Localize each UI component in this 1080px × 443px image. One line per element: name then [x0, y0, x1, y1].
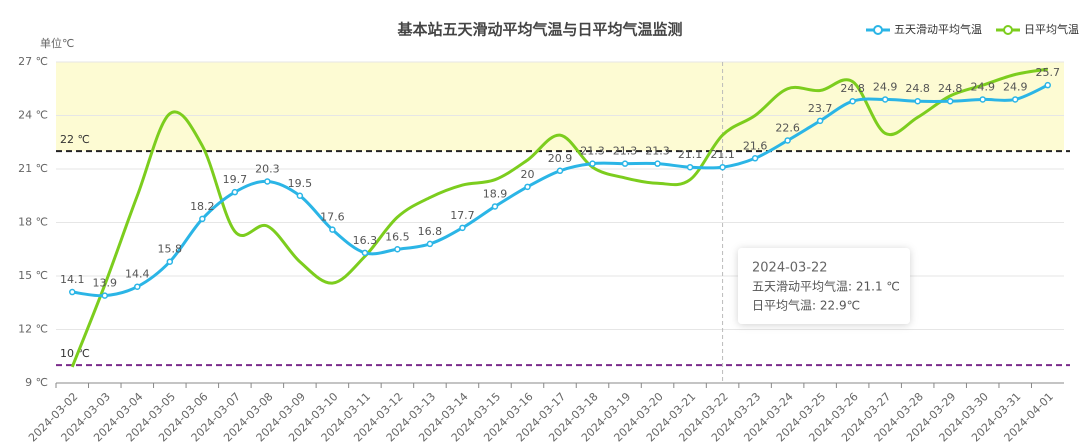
- data-label: 21.3: [613, 145, 638, 158]
- tooltip-title: 2024-03-22: [752, 261, 828, 276]
- data-label: 24.9: [1003, 80, 1028, 93]
- data-label: 16.3: [353, 234, 378, 247]
- data-point: [426, 240, 434, 248]
- data-label: 20: [520, 168, 534, 181]
- data-point: [134, 283, 141, 290]
- data-label: 21.3: [580, 145, 605, 158]
- data-point: [231, 188, 239, 196]
- y-axis-name: 单位℃: [40, 36, 74, 50]
- data-label: 24.9: [970, 80, 995, 93]
- data-point: [784, 137, 791, 144]
- chart-title: 基本站五天滑动平均气温与日平均气温监测: [396, 21, 682, 39]
- legend-symbol: [873, 25, 883, 35]
- data-label: 21.1: [710, 148, 735, 161]
- data-label: 18.2: [190, 200, 215, 213]
- legend-label: 五天滑动平均气温: [894, 22, 982, 36]
- data-point: [621, 160, 629, 167]
- data-point: [849, 97, 856, 105]
- data-point: [264, 178, 271, 185]
- tooltip-box: [738, 248, 910, 324]
- y-tick-label: 18 ℃: [18, 216, 48, 229]
- data-point: [816, 117, 824, 125]
- tooltip-line: 日平均气温: 22.9℃: [752, 298, 860, 313]
- data-point: [589, 160, 596, 167]
- tooltip: 2024-03-22 五天滑动平均气温: 21.1 ℃ 日平均气温: 22.9℃: [738, 248, 910, 324]
- data-label: 23.7: [808, 102, 833, 115]
- data-label: 22.6: [775, 121, 800, 134]
- data-label: 20.3: [255, 162, 280, 175]
- data-point: [199, 215, 206, 223]
- data-point: [69, 288, 76, 296]
- data-point: [1011, 96, 1019, 103]
- y-tick-label: 27 ℃: [18, 55, 48, 68]
- data-point: [1044, 81, 1051, 89]
- data-label: 24.8: [840, 82, 865, 95]
- data-point: [101, 292, 109, 299]
- data-label: 19.7: [223, 173, 248, 186]
- data-label: 24.8: [938, 82, 963, 95]
- data-label: 17.7: [450, 209, 475, 222]
- data-point: [686, 163, 694, 171]
- legend-label: 日平均气温: [1024, 22, 1079, 36]
- data-label: 19.5: [288, 177, 313, 190]
- mark-area: [56, 62, 1064, 152]
- data-label: 24.8: [905, 82, 930, 95]
- data-point: [361, 249, 369, 257]
- data-point: [719, 163, 726, 171]
- legend-symbol: [1003, 25, 1013, 35]
- data-point: [979, 96, 986, 103]
- data-label: 16.5: [385, 230, 410, 243]
- data-label: 24.9: [873, 80, 898, 93]
- data-label: 18.9: [483, 187, 508, 200]
- y-tick-label: 12 ℃: [18, 323, 48, 336]
- data-point: [394, 246, 401, 253]
- data-label: 17.6: [320, 211, 345, 224]
- y-tick-label: 9 ℃: [25, 376, 48, 389]
- data-label: 15.8: [158, 243, 183, 256]
- data-label: 21.3: [645, 145, 670, 158]
- data-label: 14.4: [125, 268, 150, 281]
- y-tick-label: 24 ℃: [18, 109, 48, 122]
- tooltip-line: 五天滑动平均气温: 21.1 ℃: [752, 279, 900, 294]
- y-tick-label: 21 ℃: [18, 162, 48, 175]
- data-point: [556, 167, 564, 175]
- data-point: [946, 97, 954, 105]
- data-label: 21.1: [678, 148, 703, 161]
- data-label: 13.9: [93, 277, 118, 290]
- data-label: 16.8: [418, 225, 443, 238]
- data-point: [459, 224, 466, 232]
- data-point: [914, 97, 921, 105]
- data-point: [654, 160, 661, 167]
- y-tick-label: 15 ℃: [18, 269, 48, 282]
- mark-line-label: 10 ℃: [60, 347, 90, 360]
- data-label: 25.7: [1035, 66, 1060, 79]
- data-point: [751, 155, 759, 162]
- data-point: [524, 183, 531, 191]
- data-point: [329, 226, 336, 233]
- data-point: [881, 96, 889, 103]
- data-point: [491, 203, 499, 210]
- data-label: 14.1: [60, 273, 85, 286]
- mark-line-label: 22 ℃: [60, 133, 90, 146]
- data-point: [166, 258, 174, 265]
- series-line: [70, 67, 1048, 368]
- data-label: 20.9: [548, 152, 573, 165]
- data-point: [296, 192, 304, 199]
- data-label: 21.6: [743, 139, 768, 152]
